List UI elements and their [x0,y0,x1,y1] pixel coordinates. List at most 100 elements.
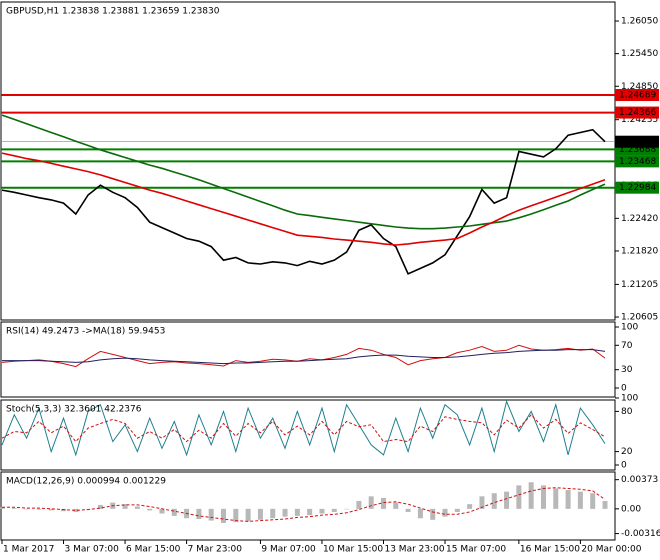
histogram-bar [467,504,473,509]
y-tick-label: 0 [621,384,627,394]
y-tick-label: 1.22420 [621,214,658,224]
x-tick-label: 7 Mar 23:00 [188,545,243,555]
y-tick-label: 20 [621,447,633,457]
y-tick-label: 1.25450 [621,49,658,59]
histogram-bar [36,508,42,510]
histogram-bar [405,508,411,512]
x-tick-label: 16 Mar 15:00 [520,545,580,555]
histogram-bar [356,501,362,509]
histogram-bar [504,491,510,509]
series-line [2,349,606,365]
histogram-bar [233,508,239,523]
histogram-bar [553,488,559,509]
panel-title: Stoch(5,3,3) 32.3601 42.2376 [6,405,142,415]
level-label: 1.23688 [619,145,656,155]
histogram-bar [491,493,497,509]
y-tick-label: 80 [621,407,633,417]
histogram-bar [565,490,571,509]
x-tick-label: 10 Mar 15:00 [323,545,383,555]
y-tick-label: 70 [621,341,633,351]
current-price-label: 1.23830 [619,137,656,147]
histogram-bar [159,508,165,514]
panel-title: MACD(12,26,9) 0.000994 0.001229 [6,477,166,487]
panel-title: RSI(14) 49.2473 ->MA(18) 59.9453 [6,327,165,337]
series-line [1,399,606,457]
panel-frame [0,399,616,471]
x-tick-label: 13 Mar 23:00 [384,545,444,555]
x-tick-label: 6 Mar 15:00 [126,545,181,555]
histogram-bar [221,508,227,523]
level-label: 1.23468 [619,157,656,167]
histogram-bar [602,501,608,509]
x-tick-label: 9 Mar 07:00 [261,545,316,555]
histogram-bar [528,482,534,509]
x-tick-label: 1 Mar 2017 [3,545,54,555]
histogram-bar [171,508,177,516]
y-tick-label: 100 [621,323,638,333]
histogram-bar [147,508,153,511]
y-tick-label: 0.00 [621,504,641,514]
series-line [1,152,606,246]
x-tick-label: 20 Mar 00:00 [581,545,641,555]
y-tick-label: 0 [621,461,627,471]
level-tag [615,89,659,102]
histogram-bar [134,506,140,509]
histogram-bar [97,504,103,509]
histogram-bar [294,508,300,516]
histogram-bar [454,508,460,512]
x-tick-label: 3 Mar 07:00 [65,545,120,555]
y-tick-label: 1.24235 [621,115,658,125]
histogram-bar [577,491,583,509]
histogram-bar [245,508,251,522]
y-tick-label: 1.24850 [621,82,658,92]
histogram-bar [430,508,436,520]
current-price-tag [615,135,659,148]
x-tick-label: 15 Mar 07:00 [446,545,506,555]
histogram-bar [73,508,79,512]
histogram-bar [380,497,386,509]
y-tick-label: 100 [621,394,638,404]
histogram-bar [344,508,350,510]
level-tag [615,181,659,194]
histogram-bar [516,485,522,509]
histogram-bar [479,496,485,509]
series-line [1,414,606,443]
histogram-bar [48,508,54,511]
series-line [2,487,606,522]
level-label: 1.22984 [619,183,656,193]
histogram-bar [590,493,596,509]
y-tick-label: -0.00316 [621,529,660,539]
histogram-bar [0,507,5,509]
level-label: 1.24366 [619,108,656,118]
histogram-bar [540,485,546,509]
y-tick-label: 1.26050 [621,17,658,27]
level-tag [615,155,659,168]
y-tick-label: 1.20605 [621,313,658,323]
y-tick-label: 30 [621,365,633,375]
histogram-bar [24,508,30,510]
level-tag [615,106,659,119]
histogram-bar [282,508,288,517]
series-line [1,128,606,275]
level-label: 1.24689 [619,91,656,101]
histogram-bar [270,508,276,519]
histogram-bar [331,508,337,512]
histogram-bar [442,508,448,517]
histogram-bar [307,508,313,516]
histogram-bar [11,508,17,509]
panel-frame [0,471,616,541]
series-line [1,344,606,368]
histogram-bar [319,508,325,514]
histogram-bar [257,508,263,520]
histogram-bar [393,502,399,509]
histogram-bar [368,496,374,509]
histogram-bar [417,508,423,519]
y-tick-label: 1.21820 [621,246,658,256]
panel-title: GBPUSD,H1 1.23838 1.23881 1.23659 1.2383… [6,7,220,17]
histogram-bar [208,508,214,521]
y-tick-label: 1.21205 [621,280,658,290]
series-line [1,114,606,230]
y-tick-label: 0.00373 [621,475,658,485]
histogram-bar [196,508,202,520]
